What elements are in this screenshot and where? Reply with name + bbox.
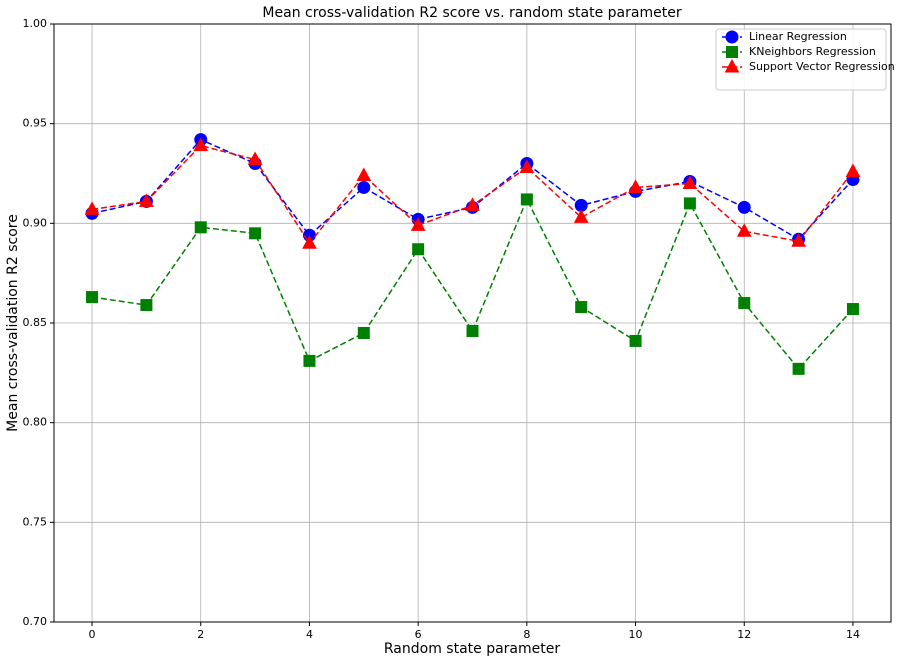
marker xyxy=(357,180,371,194)
y-tick-label: 0.70 xyxy=(23,615,48,628)
x-tick-label: 6 xyxy=(415,628,422,641)
marker xyxy=(628,179,643,193)
marker xyxy=(466,324,479,337)
marker xyxy=(247,151,263,166)
chart-title: Mean cross-validation R2 score vs. rando… xyxy=(262,5,681,21)
marker xyxy=(792,362,805,375)
marker xyxy=(357,326,370,339)
marker xyxy=(791,233,806,247)
marker xyxy=(139,193,154,207)
y-tick-label: 0.80 xyxy=(23,416,48,429)
legend-marker xyxy=(726,46,738,58)
legend-marker xyxy=(724,58,740,73)
marker xyxy=(249,227,262,240)
y-tick-label: 0.90 xyxy=(23,216,48,229)
marker xyxy=(845,163,861,178)
marker xyxy=(465,197,480,211)
x-tick-label: 0 xyxy=(89,628,96,641)
y-axis-label: Mean cross-validation R2 score xyxy=(5,214,21,432)
marker xyxy=(846,303,859,316)
marker xyxy=(683,197,696,210)
marker xyxy=(303,354,316,367)
marker xyxy=(737,200,751,214)
plot-frame xyxy=(53,23,892,623)
y-tick-label: 1.00 xyxy=(23,17,48,30)
marker xyxy=(86,291,99,304)
legend-label: Linear Regression xyxy=(749,30,847,43)
x-tick-label: 10 xyxy=(629,628,643,641)
x-tick-label: 14 xyxy=(846,628,860,641)
y-tick-label: 0.75 xyxy=(23,515,48,528)
marker xyxy=(519,159,535,174)
x-tick-label: 8 xyxy=(523,628,530,641)
marker xyxy=(736,223,752,237)
y-tick-label: 0.85 xyxy=(23,316,48,329)
marker xyxy=(573,209,589,223)
marker xyxy=(194,221,207,234)
marker xyxy=(682,175,698,189)
marker xyxy=(84,201,100,215)
x-tick-label: 4 xyxy=(306,628,313,641)
x-tick-label: 2 xyxy=(197,628,204,641)
marker xyxy=(193,137,209,152)
marker xyxy=(410,217,426,231)
marker xyxy=(575,301,588,314)
marker xyxy=(140,299,153,312)
marker xyxy=(356,167,372,181)
legend-label: KNeighbors Regression xyxy=(749,45,876,58)
marker xyxy=(629,334,642,347)
legend-label: Support Vector Regression xyxy=(749,60,895,73)
x-axis-label: Random state parameter xyxy=(384,641,560,657)
marker xyxy=(520,193,533,206)
x-tick-label: 12 xyxy=(737,628,751,641)
y-tick-label: 0.95 xyxy=(23,117,48,130)
marker xyxy=(738,297,751,310)
legend-marker xyxy=(725,30,739,44)
marker xyxy=(302,235,317,249)
series-line xyxy=(91,197,854,370)
marker xyxy=(412,243,425,256)
legend-box xyxy=(715,28,887,91)
